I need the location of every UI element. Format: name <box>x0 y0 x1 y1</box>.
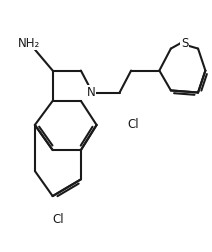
Text: Cl: Cl <box>127 118 139 132</box>
Text: S: S <box>181 37 188 50</box>
Text: N: N <box>87 86 96 99</box>
Text: Cl: Cl <box>52 213 64 226</box>
Text: NH₂: NH₂ <box>18 37 40 50</box>
